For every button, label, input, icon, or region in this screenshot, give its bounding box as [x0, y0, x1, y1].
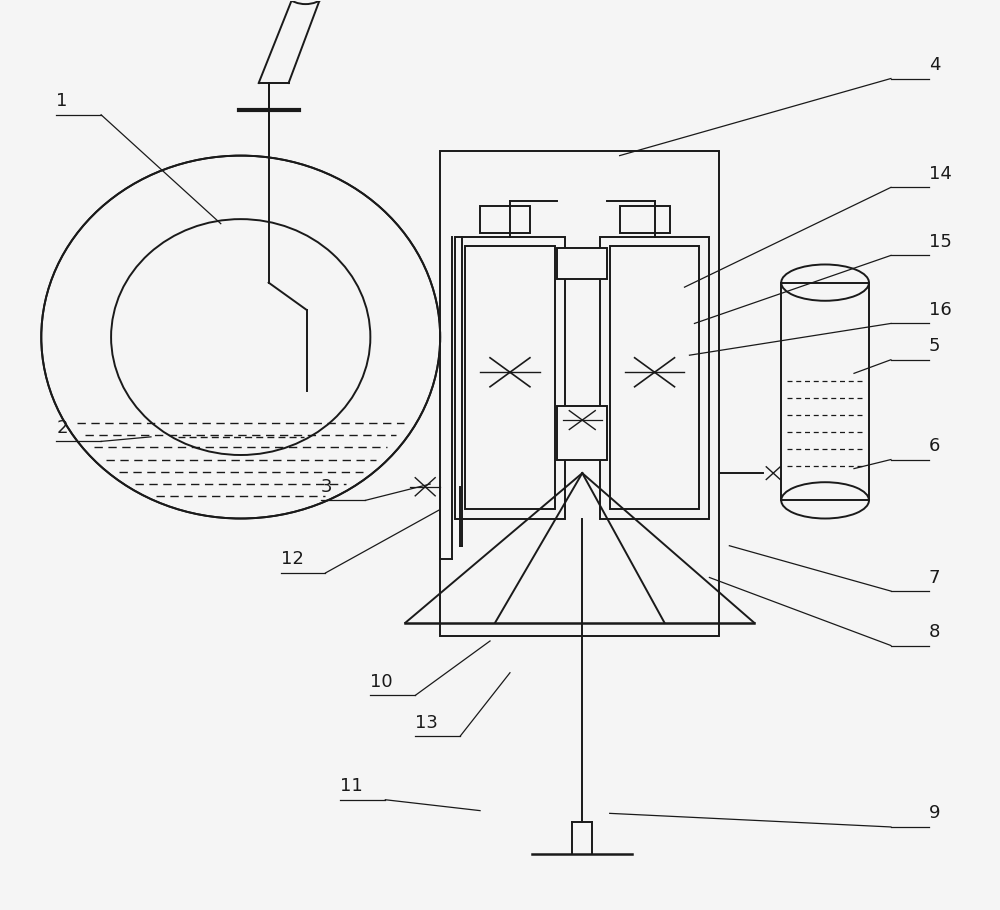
- Text: 5: 5: [929, 338, 940, 355]
- Bar: [610, 247, 699, 510]
- Text: 16: 16: [929, 301, 952, 318]
- Text: 11: 11: [340, 777, 363, 795]
- Bar: [455, 238, 565, 519]
- Text: 7: 7: [929, 569, 940, 587]
- Text: 10: 10: [370, 672, 393, 691]
- Text: 1: 1: [56, 92, 68, 110]
- Text: 3: 3: [320, 478, 332, 496]
- Bar: [480, 206, 530, 233]
- Bar: [440, 151, 719, 636]
- Bar: [620, 206, 670, 233]
- Text: 15: 15: [929, 233, 952, 251]
- Text: 4: 4: [929, 56, 940, 74]
- Text: 6: 6: [929, 437, 940, 455]
- Bar: [557, 248, 607, 279]
- Bar: [781, 283, 869, 500]
- Circle shape: [41, 156, 440, 519]
- Text: 14: 14: [929, 165, 952, 183]
- Bar: [600, 238, 709, 519]
- Bar: [557, 406, 607, 460]
- Text: 9: 9: [929, 804, 940, 823]
- Bar: [465, 247, 555, 510]
- Text: 2: 2: [56, 419, 68, 437]
- Text: 13: 13: [415, 713, 438, 732]
- Text: 8: 8: [929, 623, 940, 641]
- Text: 12: 12: [281, 551, 303, 569]
